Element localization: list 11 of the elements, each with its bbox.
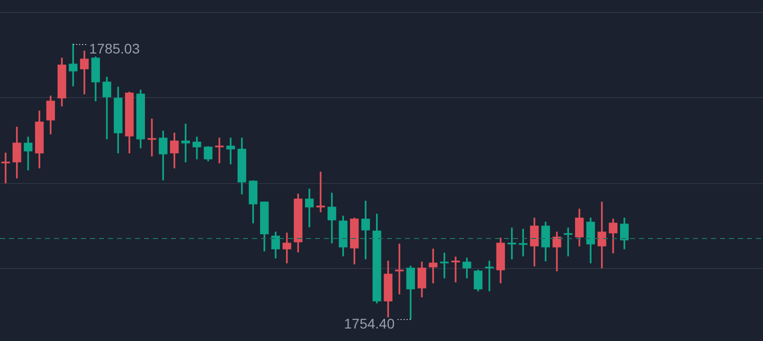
candlestick	[148, 118, 156, 156]
candlestick	[508, 228, 516, 260]
candlestick	[395, 244, 404, 294]
candlestick	[485, 260, 494, 292]
candlestick	[451, 256, 460, 282]
annotation: 1754.40	[344, 315, 395, 332]
annotation: 1785.03	[89, 40, 140, 56]
candlestick	[1, 152, 10, 184]
candlestick	[215, 138, 224, 164]
candlestick	[440, 252, 449, 278]
candlestick	[316, 172, 325, 212]
